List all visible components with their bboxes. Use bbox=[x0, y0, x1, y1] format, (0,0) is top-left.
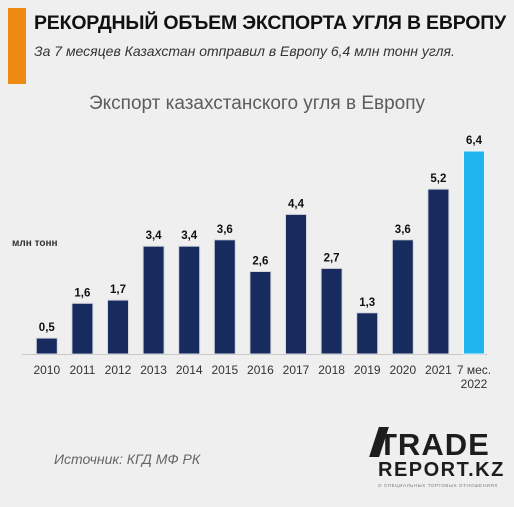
x-tick-label-1: 2011 bbox=[69, 363, 95, 377]
x-tick-label-9: 2019 bbox=[354, 363, 381, 377]
logo-text-trade: TRADE bbox=[378, 427, 490, 462]
value-label-3: 3,4 bbox=[146, 230, 163, 242]
logo-tagline: О СПЕЦИАЛЬНЫХ ТОРГОВЫХ ОТНОШЕНИЯХ bbox=[378, 483, 498, 488]
x-tick-label-2: 2012 bbox=[105, 363, 132, 377]
source-note: Источник: КГД МФ РК bbox=[54, 451, 201, 467]
x-tick-label-12: 7 мес. 2022 bbox=[457, 363, 491, 391]
x-tick-label-8: 2018 bbox=[318, 363, 345, 377]
bar-3 bbox=[142, 245, 165, 355]
bar-12 bbox=[463, 150, 485, 355]
bar-11 bbox=[427, 188, 450, 355]
value-label-5: 3,6 bbox=[217, 224, 233, 236]
logo-text-report: REPORT.KZ bbox=[378, 459, 505, 481]
headline: РЕКОРДНЫЙ ОБЪЕМ ЭКСПОРТА УГЛЯ В ЕВРОПУ bbox=[34, 12, 507, 34]
value-label-9: 1,3 bbox=[359, 297, 375, 309]
bar-5 bbox=[213, 239, 236, 355]
x-tick-label-11: 2021 bbox=[425, 363, 452, 377]
x-tick-label-7: 2017 bbox=[283, 363, 310, 377]
value-label-6: 2,6 bbox=[252, 256, 268, 268]
bar-2 bbox=[107, 299, 129, 355]
bar-7 bbox=[285, 213, 307, 355]
bar-9 bbox=[356, 312, 379, 355]
x-tick-label-5: 2015 bbox=[211, 363, 238, 377]
chart-title: Экспорт казахстанского угля в Европу bbox=[88, 93, 426, 114]
value-label-0: 0,5 bbox=[39, 322, 56, 334]
subheadline: За 7 месяцев Казахстан отправил в Европу… bbox=[34, 43, 455, 59]
value-label-7: 4,4 bbox=[288, 198, 305, 210]
bar-6 bbox=[249, 271, 272, 355]
value-label-8: 2,7 bbox=[324, 252, 340, 264]
value-label-12: 6,4 bbox=[466, 135, 483, 147]
value-label-10: 3,6 bbox=[395, 224, 411, 236]
value-label-11: 5,2 bbox=[430, 173, 446, 185]
x-tick-label-3: 2013 bbox=[140, 363, 167, 377]
x-tick-label-0: 2010 bbox=[33, 363, 60, 377]
bar-10 bbox=[391, 239, 414, 355]
value-label-4: 3,4 bbox=[181, 230, 198, 242]
x-tick-label-10: 2020 bbox=[389, 363, 416, 377]
y-unit-label: млн тонн bbox=[12, 238, 58, 249]
bar-0 bbox=[35, 337, 58, 355]
value-label-1: 1,6 bbox=[74, 287, 90, 299]
bar-4 bbox=[178, 245, 201, 355]
x-tick-label-4: 2014 bbox=[176, 363, 203, 377]
value-label-2: 1,7 bbox=[110, 284, 126, 296]
accent-bar bbox=[8, 8, 26, 84]
bar-8 bbox=[320, 267, 343, 355]
x-tick-label-6: 2016 bbox=[247, 363, 274, 377]
bar-1 bbox=[71, 302, 94, 355]
tradereport-logo: TRADE REPORT.KZ О СПЕЦИАЛЬНЫХ ТОРГОВЫХ О… bbox=[369, 425, 508, 501]
